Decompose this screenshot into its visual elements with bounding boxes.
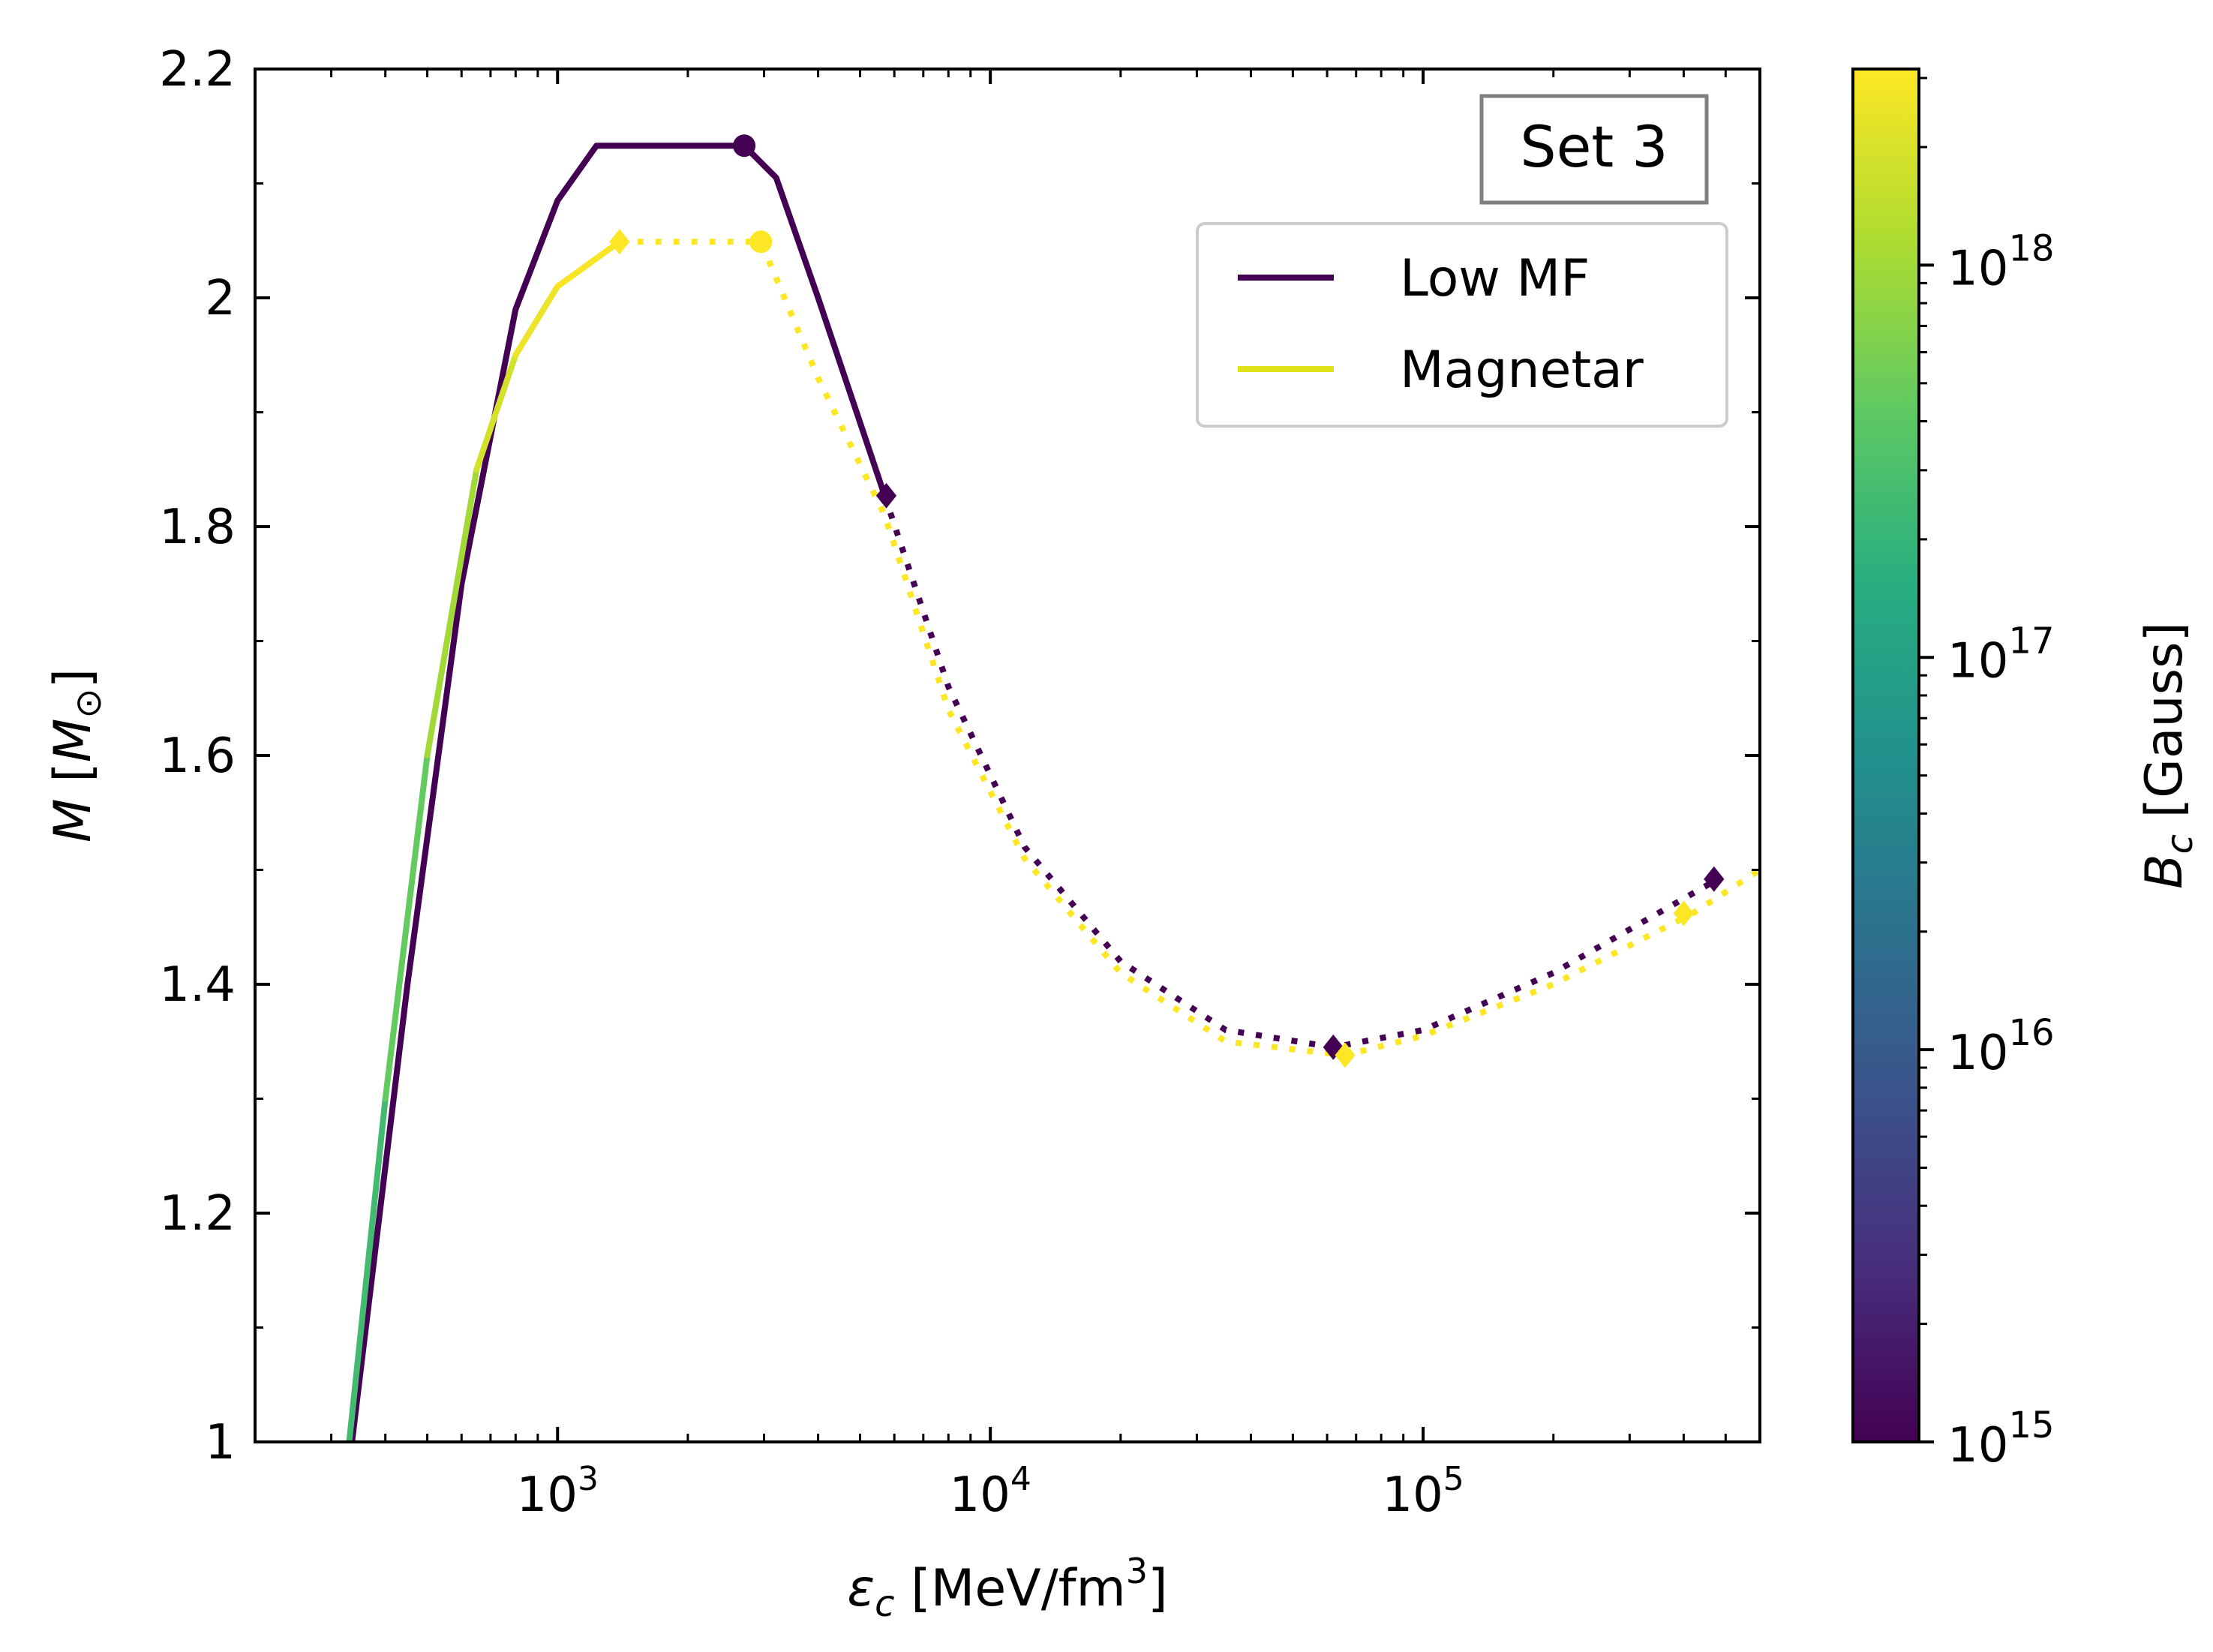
colorbar-ticks: 1015 1016 1017 1018: [1919, 77, 2055, 1473]
annotation-frame: [1479, 94, 1709, 205]
series-magnetar-solid-segment: [554, 239, 623, 290]
series-magnetar-solid-segment: [512, 283, 561, 359]
y-tick-label: 1.8: [159, 500, 236, 555]
series-magnetar-solid-segment: [424, 466, 480, 758]
x-axis-title: εc [MeV/fm3]: [847, 1551, 1167, 1625]
x-ticks: 103 104 105: [254, 69, 1761, 1523]
y-tick-label: 1.4: [159, 957, 236, 1013]
colorbar: 1015 1016 1017 1018 Bc [Gauss]: [1851, 68, 2201, 1473]
legend-label-magnetar: Magnetar: [1400, 341, 1644, 400]
y-tick-label: 1.2: [159, 1186, 236, 1242]
colorbar-title: Bc [Gauss]: [2135, 622, 2201, 889]
colorbar-tick-label: 1015: [1947, 1404, 2055, 1473]
x-tick-label: 103: [517, 1460, 599, 1523]
series-low-mf-solid-line: [349, 143, 888, 1442]
legend-label-low-mf: Low MF: [1400, 249, 1590, 308]
series-magnetar-diamond-marker: [609, 229, 630, 255]
annotation-box: Set 3: [1479, 94, 1709, 205]
series-magnetar-diamond-marker: [1335, 1042, 1356, 1068]
series-magnetar-diamond-marker: [1673, 900, 1694, 927]
colorbar-tick-label: 1018: [1947, 227, 2055, 296]
colorbar-tick-label: 1016: [1947, 1012, 2055, 1081]
y-tick-label: 1: [205, 1415, 236, 1470]
series-low-mf-diamond-marker: [875, 482, 897, 509]
legend-frame: [1196, 222, 1728, 428]
series-low-mf-circle-marker: [733, 134, 756, 158]
series-low-mf-diamond-marker: [1704, 866, 1725, 892]
y-tick-label: 1.6: [159, 728, 236, 784]
x-tick-label: 105: [1382, 1460, 1464, 1523]
colorbar-frame: [1851, 68, 1920, 1443]
y-axis-title: M [M⊙]: [44, 668, 110, 843]
series-magnetar-solid-segment: [346, 1095, 389, 1442]
x-tick-label: 104: [949, 1460, 1031, 1523]
series-magnetar-circle-marker: [749, 230, 773, 254]
y-tick-label: 2.2: [159, 42, 236, 98]
colorbar-tick-label: 1017: [1947, 620, 2055, 689]
series-magnetar-dotted-line: [619, 239, 1760, 1059]
plot-area: 1 1.2 1.4 1.6 1.8 2 2.2 103 104 105: [159, 42, 1761, 1523]
y-ticks: 1 1.2 1.4 1.6 1.8 2 2.2: [159, 42, 1760, 1470]
y-tick-label: 2: [205, 271, 236, 326]
series-magnetar-solid-segment: [473, 352, 519, 473]
series-low-mf-dotted-line: [881, 494, 1716, 1050]
series-magnetar-solid-segment: [382, 752, 431, 1102]
marker-layer: [609, 134, 1725, 1068]
annotation-label: Set 3: [1520, 113, 1668, 180]
colorbar-gradient: [1853, 69, 1919, 1442]
series-layer: [346, 143, 1760, 1442]
legend: Low MF Magnetar: [1196, 222, 1728, 428]
